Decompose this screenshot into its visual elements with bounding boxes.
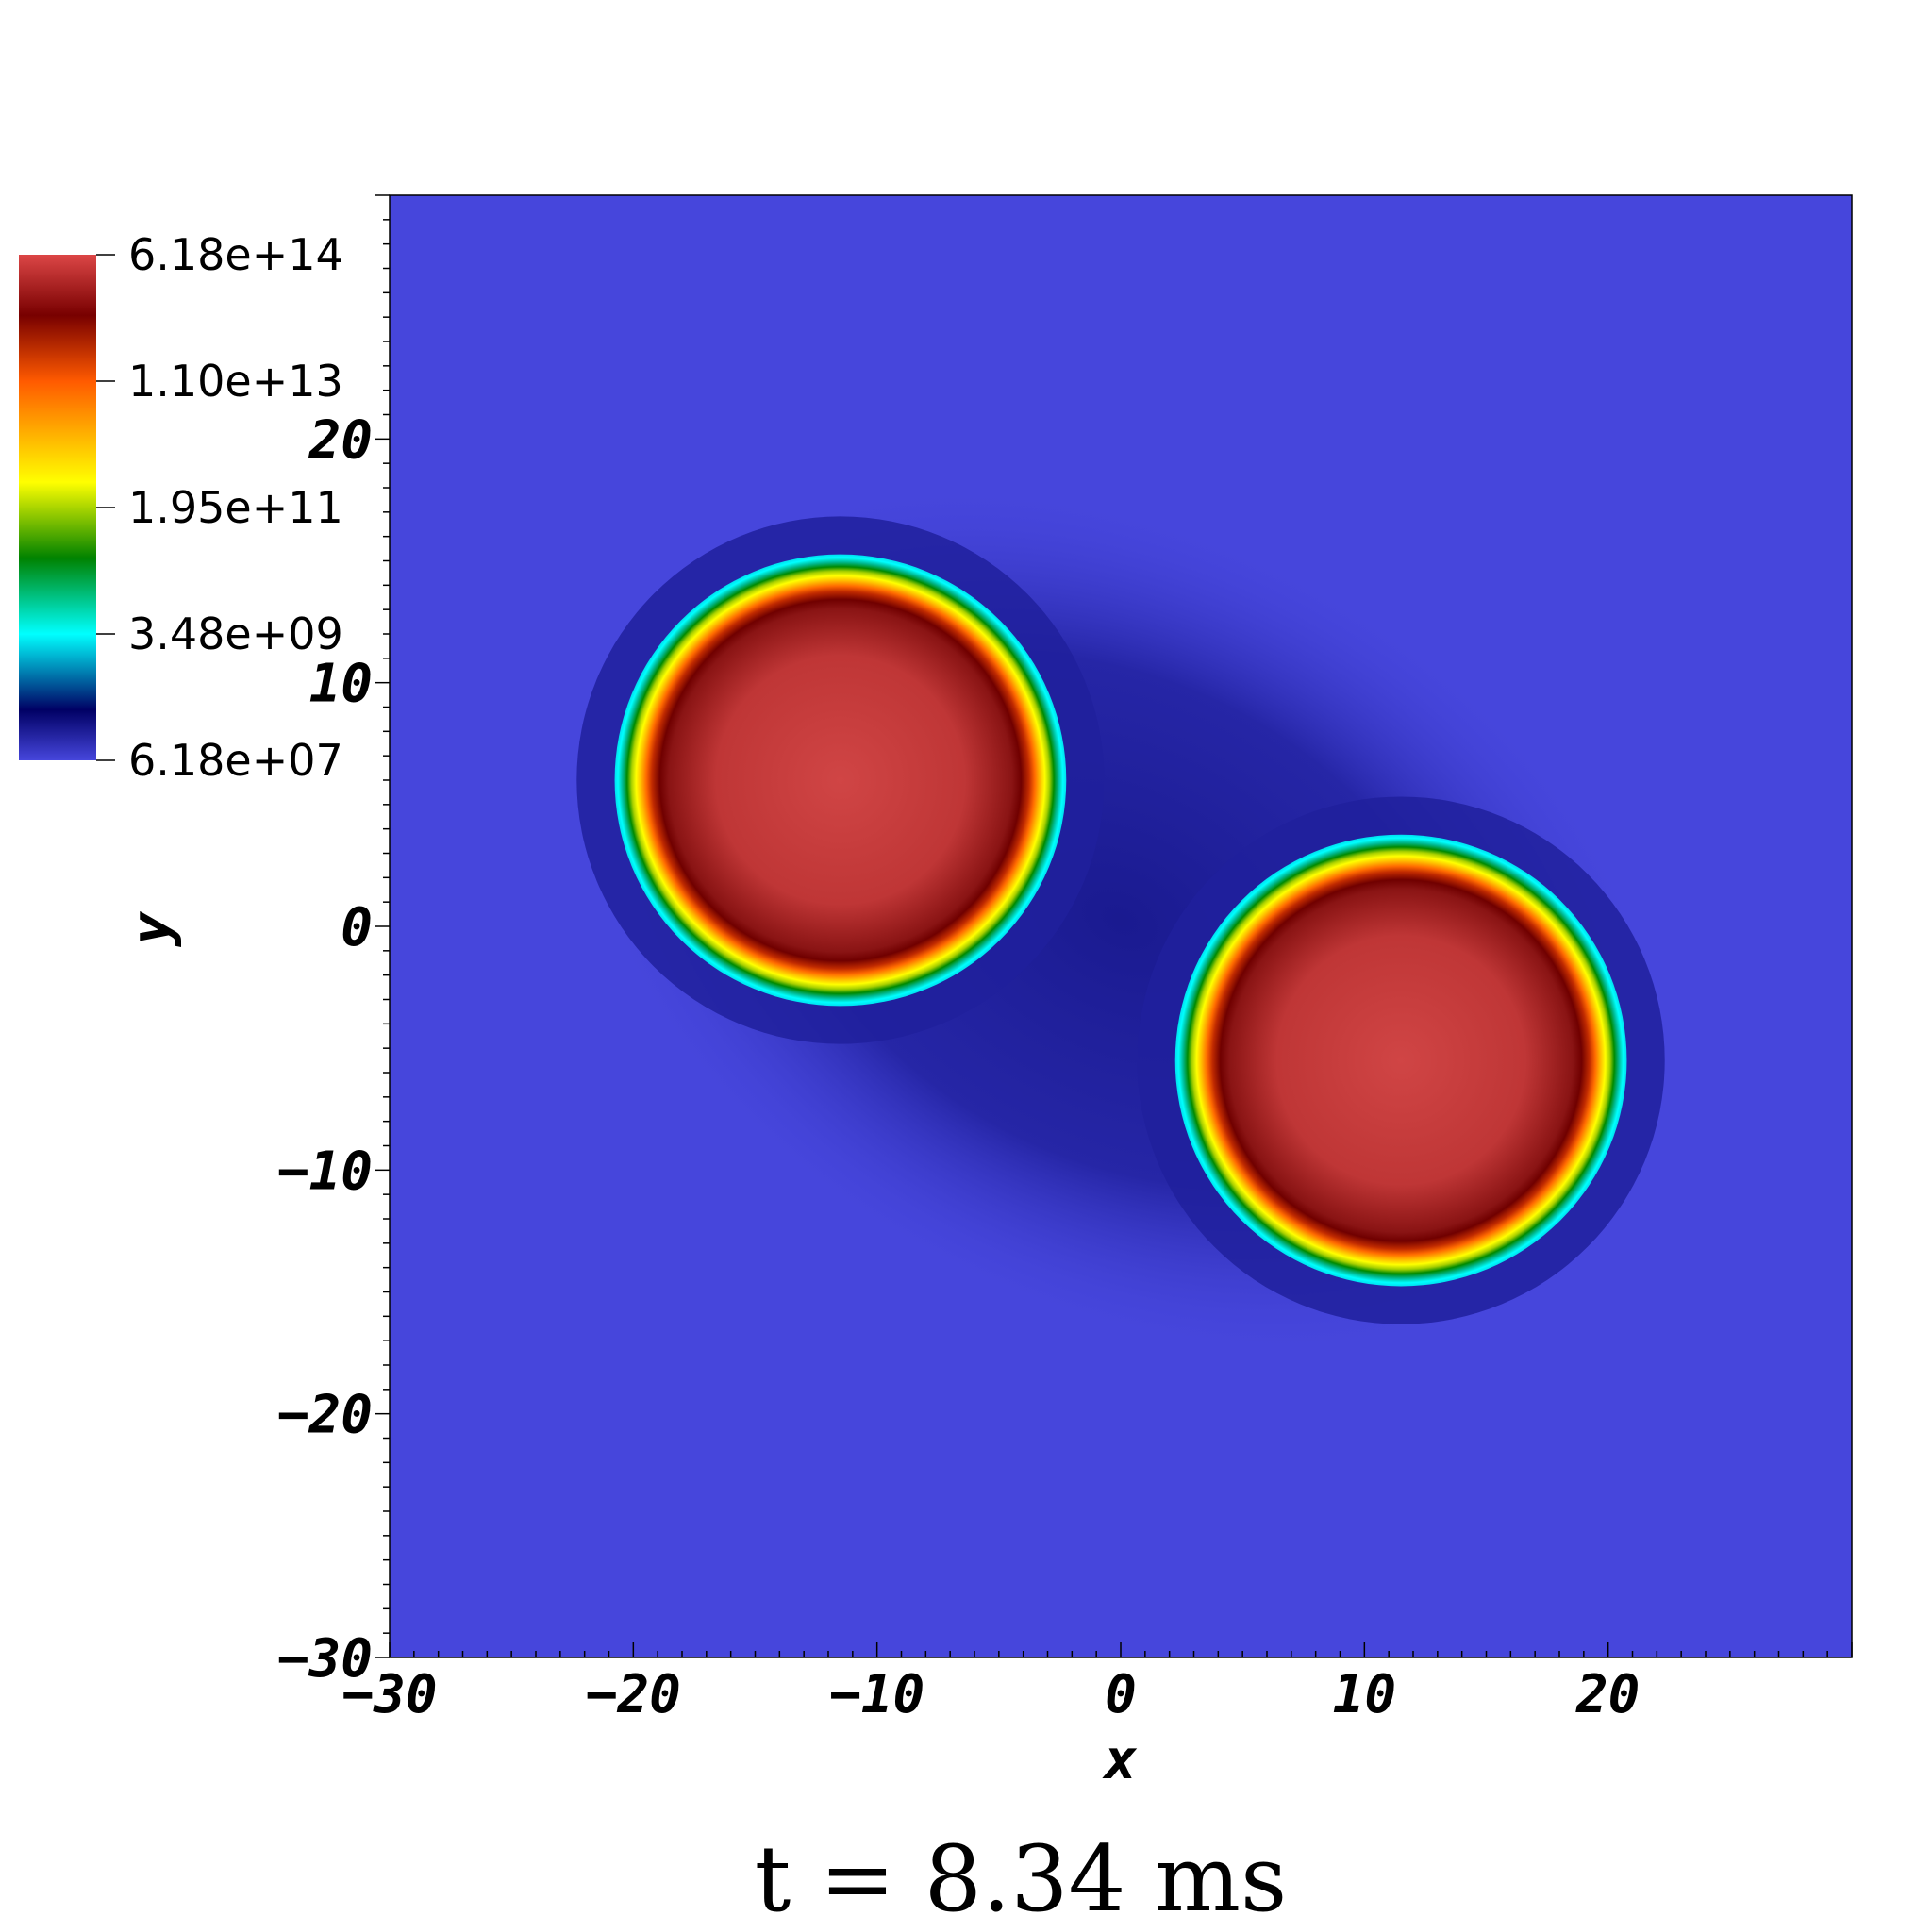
x-axis-title: x — [1102, 1727, 1138, 1791]
colorbar-tick-label: 6.18e+07 — [128, 735, 343, 786]
y-axis: −30 −20 −10 0 10 20 — [277, 194, 390, 1690]
colorbar-tick-label: 3.48e+09 — [128, 608, 343, 659]
density-features — [614, 554, 1627, 1287]
colorbar-gradient — [19, 255, 96, 760]
y-tick-label: 20 — [308, 409, 373, 471]
x-tick-label: −20 — [586, 1664, 681, 1725]
y-tick-label: −10 — [277, 1141, 373, 1202]
x-tick-label: 20 — [1575, 1664, 1640, 1725]
colorbar-tick-label: 1.95e+11 — [128, 482, 343, 533]
x-tick-label: −10 — [829, 1664, 924, 1725]
x-tick-label: 10 — [1333, 1664, 1396, 1725]
colorbar-ticks: 6.18e+14 1.10e+13 1.95e+11 3.48e+09 6.18e+07 — [96, 229, 343, 786]
y-axis-title: y — [119, 910, 183, 947]
x-tick-label: −30 — [341, 1664, 437, 1725]
time-label: t = 8.34 ms — [755, 1826, 1288, 1932]
colorbar-tick-label: 1.10e+13 — [128, 356, 343, 407]
colorbar: 6.18e+14 1.10e+13 1.95e+11 3.48e+09 6.18e+07 — [19, 229, 343, 786]
neutron-star-1 — [614, 554, 1067, 1007]
colorbar-tick-label: 6.18e+14 — [128, 229, 343, 280]
x-tick-label: 0 — [1105, 1664, 1137, 1725]
y-tick-label: 10 — [309, 654, 373, 715]
y-tick-label: −30 — [277, 1628, 373, 1690]
y-tick-label: 0 — [341, 897, 373, 958]
x-axis: −30 −20 −10 0 10 20 — [341, 1642, 1853, 1725]
neutron-star-2 — [1174, 834, 1627, 1287]
heatmap-plot-area — [390, 195, 1852, 1657]
y-tick-label: −20 — [277, 1385, 373, 1446]
